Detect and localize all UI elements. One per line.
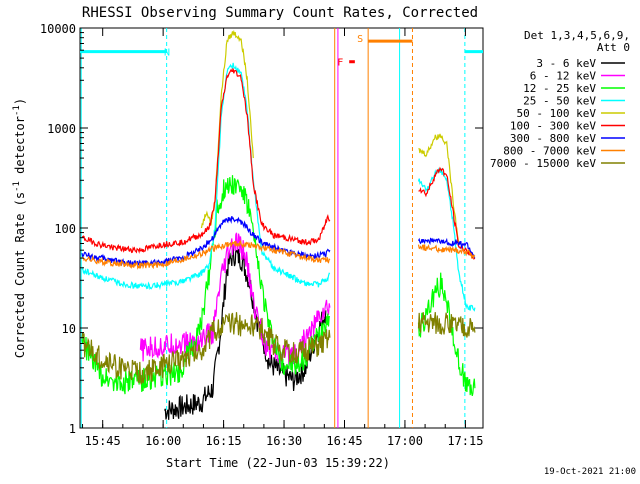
flag-label-n: N — [164, 48, 170, 59]
series-line-12-25-kev-seg0 — [81, 175, 330, 395]
series-line-300-800-kev-seg1 — [417, 237, 476, 259]
legend-label: 100 - 300 keV — [510, 120, 596, 133]
series-line-100-300-kev-seg1 — [418, 166, 476, 260]
x-tick-label: 16:30 — [266, 434, 302, 448]
y-tick-label: 1000 — [47, 122, 76, 136]
legend-label: 12 - 25 keV — [523, 82, 596, 95]
legend-label: 800 - 7000 keV — [503, 145, 596, 158]
series-line-50-100-kev-seg1 — [418, 133, 460, 244]
footer-timestamp: 19-Oct-2021 21:00 — [544, 467, 636, 477]
legend-label: 3 - 6 keV — [536, 57, 596, 70]
series-line-25-50-kev-seg0 — [81, 62, 331, 291]
legend-label: 50 - 100 keV — [517, 107, 597, 120]
series-line-3-6-kev-seg0 — [164, 244, 327, 420]
flag-label-f: F — [337, 58, 343, 69]
series-line-800-7000-kev-seg0 — [81, 239, 331, 270]
series-line-100-300-kev-seg0 — [81, 68, 331, 254]
y-tick-label: 100 — [54, 222, 76, 236]
flag-label-s: S — [357, 34, 363, 45]
series-line-300-800-kev-seg0 — [81, 216, 331, 268]
legend-subtitle: Att 0 — [597, 41, 630, 54]
y-tick-label: 10000 — [40, 22, 76, 36]
y-tick-label: 1 — [69, 422, 76, 436]
legend-label: 6 - 12 keV — [530, 70, 597, 83]
series-line-800-7000-kev-seg1 — [417, 244, 476, 260]
series-line-50-100-kev-seg0 — [200, 29, 254, 228]
x-axis-label: Start Time (22-Jun-03 15:39:22) — [166, 456, 390, 470]
x-tick-label: 16:15 — [206, 434, 242, 448]
x-tick-label: 16:00 — [145, 434, 181, 448]
series-line-25-50-kev-seg1 — [417, 167, 476, 312]
x-tick-label: 17:00 — [387, 434, 423, 448]
legend-label: 300 - 800 keV — [510, 132, 596, 145]
chart-title: RHESSI Observing Summary Count Rates, Co… — [82, 5, 478, 21]
series-line-7000-15000-kev-seg0 — [81, 312, 331, 385]
legend-label: 7000 - 15000 keV — [490, 157, 596, 170]
x-tick-label: 16:45 — [326, 434, 362, 448]
y-tick-label: 10 — [62, 322, 76, 336]
x-tick-label: 17:15 — [447, 434, 483, 448]
legend-label: 25 - 50 keV — [523, 95, 596, 108]
y-axis-label: Corrected Count Rate (s-1 detector-1) — [12, 98, 27, 358]
x-tick-label: 15:45 — [85, 434, 121, 448]
series-line-7000-15000-kev-seg1 — [417, 312, 476, 338]
legend-title: Det 1,3,4,5,6,9, — [524, 29, 630, 42]
series-line-12-25-kev-seg1 — [417, 272, 476, 397]
